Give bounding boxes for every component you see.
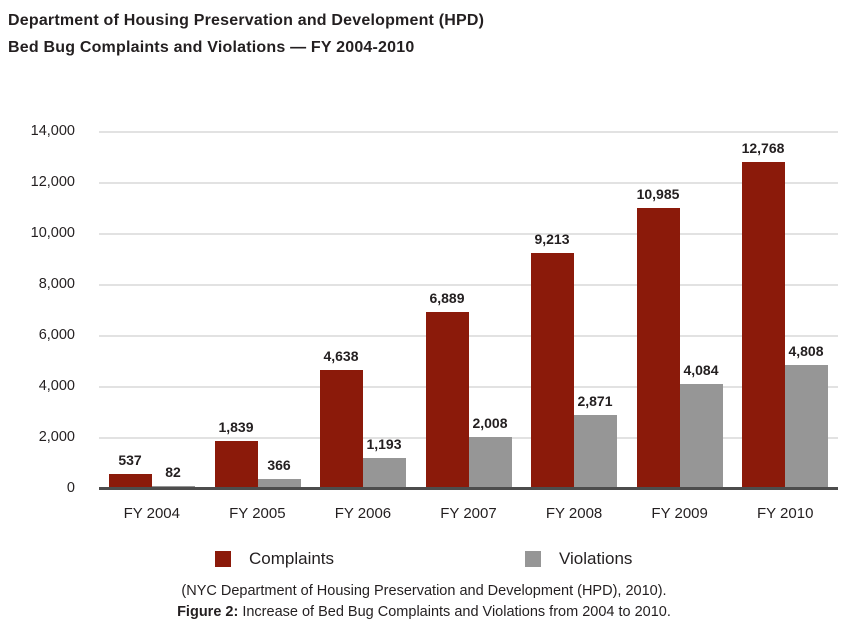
y-axis-tick-label: 2,000 [38, 429, 75, 445]
y-axis-tick-label: 6,000 [38, 327, 75, 343]
y-axis-tick-label: 8,000 [38, 276, 75, 292]
bar-violations-fy-2009 [680, 384, 723, 488]
gridline [99, 131, 838, 133]
bar-complaints-fy-2007 [426, 312, 469, 488]
caption-figure: Figure 2: Increase of Bed Bug Complaints… [0, 602, 848, 623]
x-axis-tick-label: FY 2005 [229, 505, 286, 522]
x-axis-tick-label: FY 2008 [545, 505, 603, 522]
bar-violations-fy-2006 [363, 458, 406, 488]
x-axis-tick-label: FY 2006 [334, 505, 392, 522]
bar-violations-fy-2008 [574, 415, 617, 488]
bar-value-label: 4,638 [323, 348, 359, 364]
x-axis-line [99, 487, 838, 490]
y-axis-tick-label: 12,000 [30, 174, 75, 190]
x-axis-tick-label: FY 2007 [440, 505, 497, 522]
bar-value-label: 366 [267, 457, 291, 473]
bar-value-label: 2,008 [472, 415, 508, 431]
bar-value-label: 4,084 [683, 362, 719, 378]
bar-value-label: 9,213 [534, 231, 570, 247]
caption-source: (NYC Department of Housing Preservation … [181, 583, 667, 599]
legend-label-violations: Violations [559, 549, 633, 568]
y-axis-tick-label: 14,000 [30, 123, 75, 139]
bar-value-label: 6,889 [429, 290, 465, 306]
x-axis-tick-label: FY 2009 [651, 505, 708, 522]
caption-figure-label: Figure 2: [177, 604, 239, 620]
bar-value-label: 82 [165, 464, 181, 480]
y-axis-tick-label: 10,000 [30, 225, 75, 241]
x-axis-tick-label: FY 2010 [756, 505, 814, 522]
caption-figure-text: Increase of Bed Bug Complaints and Viola… [238, 604, 671, 620]
bar-complaints-fy-2004 [109, 474, 152, 488]
bar-value-label: 2,871 [577, 393, 613, 409]
bar-complaints-fy-2005 [215, 441, 258, 488]
violations-swatch-icon [525, 551, 541, 567]
legend-item-violations: Violations [525, 549, 633, 568]
bar-value-label: 1,839 [218, 419, 254, 435]
bar-value-label: 1,193 [366, 436, 402, 452]
bar-value-label: 10,985 [636, 186, 680, 202]
bar-complaints-fy-2009 [637, 208, 680, 488]
gridline [99, 182, 838, 184]
x-axis-tick-label: FY 2004 [123, 505, 180, 522]
bar-complaints-fy-2006 [320, 370, 363, 488]
chart-title-line2: Bed Bug Complaints and Violations — FY 2… [8, 39, 415, 56]
bar-violations-fy-2007 [469, 437, 512, 488]
chart-title-line1: Department of Housing Preservation and D… [8, 12, 485, 29]
bar-value-label: 12,768 [741, 140, 785, 156]
x-axis: FY 2004 FY 2005 FY 2006 FY 2007 FY 2008 FY 20… [99, 505, 838, 525]
caption: (NYC Department of Housing Preservation … [0, 581, 848, 623]
bar-violations-fy-2010 [785, 365, 828, 488]
bar-value-label: 537 [118, 452, 142, 468]
chart-title: Department of Housing Preservation and D… [8, 7, 484, 61]
legend-label-complaints: Complaints [249, 549, 335, 568]
complaints-swatch-icon [215, 551, 231, 567]
gridline [99, 284, 838, 286]
bar-complaints-fy-2008 [531, 253, 574, 488]
bar-complaints-fy-2010 [742, 162, 785, 488]
y-axis-tick-label: 0 [66, 480, 75, 496]
bar-value-label: 4,808 [788, 343, 824, 359]
bar-violations-fy-2005 [258, 479, 301, 488]
plot-area: 537 1,839 4,638 6,889 9,213 10,985 12,768 82 366… [99, 131, 838, 490]
y-axis-tick-label: 4,000 [38, 378, 75, 394]
gridline [99, 233, 838, 235]
legend-item-complaints: Complaints [215, 549, 335, 568]
